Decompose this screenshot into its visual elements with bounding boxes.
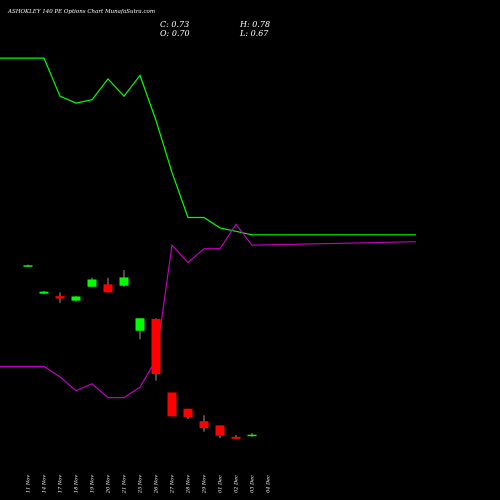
candle-body — [231, 436, 241, 439]
x-tick-label: 18 Nov — [74, 475, 80, 493]
x-tick-label: 21 Nov — [122, 475, 128, 494]
x-tick-label: 17 Nov — [58, 475, 64, 493]
x-tick-label: 02 Dec — [234, 475, 240, 493]
x-tick-label: 19 Nov — [90, 475, 96, 493]
candle-body — [87, 279, 97, 287]
x-tick-label: 04 Dec — [266, 475, 272, 493]
x-tick-label: 01 Dec — [218, 475, 224, 493]
candle-body — [135, 318, 145, 331]
high-label: H: — [240, 20, 250, 29]
low-label: L: — [240, 29, 249, 38]
candle-body — [151, 318, 161, 375]
candle-body — [247, 434, 257, 437]
x-tick-label: 11 Nov — [26, 475, 32, 493]
candle-body — [119, 277, 129, 286]
chart-title: ASHOKLEY 140 PE Options Chart MunafaSutr… — [8, 9, 156, 15]
low-value: 0.67 — [250, 29, 269, 38]
open-readout: O: 0.70 — [160, 29, 190, 38]
x-tick-label: 20 Nov — [106, 475, 112, 494]
x-tick-label: 28 Nov — [186, 475, 192, 494]
candle-body — [39, 291, 49, 294]
high-value: 0.78 — [252, 20, 271, 29]
close-readout: C: 0.73 — [160, 20, 189, 29]
x-tick-label: 27 Nov — [170, 475, 176, 494]
indicator-line-1 — [0, 223, 417, 399]
candle-body — [55, 296, 65, 299]
candle-body — [215, 425, 225, 436]
candle-body — [103, 284, 113, 293]
candle-body — [183, 408, 193, 418]
close-label: C: — [160, 20, 169, 29]
candle-body — [71, 296, 81, 301]
candle-body — [199, 421, 209, 429]
open-label: O: — [160, 29, 170, 38]
candle-body — [167, 392, 177, 417]
x-tick-label: 25 Nov — [138, 475, 144, 494]
indicator-line-0 — [0, 57, 416, 236]
open-value: 0.70 — [171, 29, 190, 38]
x-tick-label: 03 Dec — [250, 475, 256, 493]
candle-body — [23, 265, 33, 267]
x-tick-label: 29 Nov — [202, 475, 208, 494]
x-tick-label: 26 Nov — [154, 475, 160, 494]
close-value: 0.73 — [171, 20, 190, 29]
high-readout: H: 0.78 — [240, 20, 270, 29]
x-tick-label: 14 Nov — [42, 475, 48, 493]
low-readout: L: 0.67 — [240, 29, 268, 38]
